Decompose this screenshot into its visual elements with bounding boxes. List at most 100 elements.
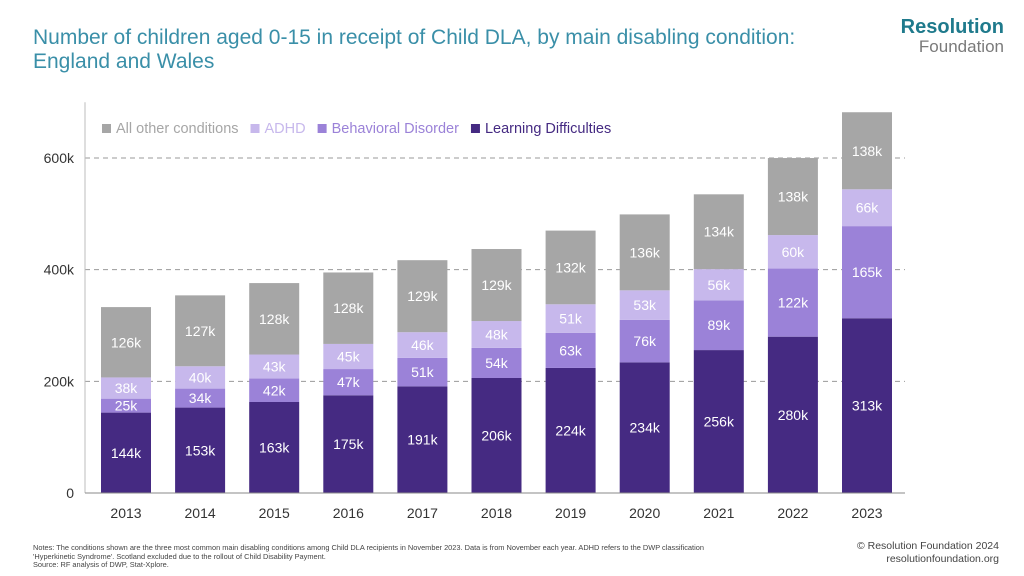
bar-segment-all-other-conditions-2018 [471,249,522,322]
bar-segment-adhd-2015 [249,354,300,379]
x-tick-label: 2020 [629,505,660,521]
bar-segment-all-other-conditions-2022 [767,158,818,236]
data-label: 56k [708,277,732,293]
data-label: 63k [559,342,583,358]
bar-segment-adhd-2023 [842,189,892,227]
data-label: 134k [704,224,735,240]
data-label: 256k [704,414,735,430]
bar-segment-all-other-conditions-2019 [545,230,596,305]
data-label: 138k [778,189,809,205]
data-label: 206k [481,427,512,443]
bar-segment-adhd-2021 [693,269,744,301]
data-label: 53k [633,297,657,313]
data-label: 127k [185,323,216,339]
data-label: 25k [115,398,139,414]
data-label: 129k [481,277,512,293]
data-label: 66k [856,200,880,216]
data-label: 163k [259,439,290,455]
data-label: 153k [185,442,216,458]
bar-segment-learning-difficulties-2016 [323,395,374,493]
data-label: 46k [411,337,435,353]
bar-segment-learning-difficulties-2021 [693,350,744,493]
bar-segment-behavioral-disorder-2023 [842,226,892,319]
legend-label: ADHD [265,121,306,137]
legend-label: Learning Difficulties [485,121,611,137]
data-label: 191k [407,432,438,448]
bar-segment-behavioral-disorder-2016 [323,369,374,396]
copyright-line-2: resolutionfoundation.org [886,553,999,565]
x-tick-label: 2023 [851,505,882,521]
x-tick-label: 2013 [110,505,141,521]
x-tick-label: 2019 [555,505,586,521]
data-label: 122k [778,295,809,311]
x-tick-label: 2022 [777,505,808,521]
legend-swatch [470,124,480,133]
bar-segment-learning-difficulties-2018 [471,377,522,493]
legend-label: Behavioral Disorder [332,121,460,137]
notes-line-3: Source: RF analysis of DWP, Stat-Xplore. [33,560,169,570]
logo-line-1: Resolution [900,16,1004,38]
bar-segment-all-other-conditions-2021 [693,194,744,270]
notes-line-2: 'Hyperkinetic Syndrome'. Scotland exclud… [33,551,326,561]
bar-segment-adhd-2016 [323,343,374,370]
copyright-block: © Resolution Foundation 2024 resolutionf… [857,540,999,566]
data-label: 45k [337,348,361,364]
data-label: 60k [782,244,806,260]
data-label: 51k [411,364,435,380]
notes-line-1: Notes: The conditions shown are the thre… [33,543,704,552]
bar-segment-all-other-conditions-2015 [249,283,300,355]
bar-segment-all-other-conditions-2014 [175,295,226,367]
legend-swatch [250,124,260,133]
bar-segment-behavioral-disorder-2017 [397,357,448,387]
data-label: 40k [189,369,213,385]
data-label: 34k [189,390,213,406]
data-label: 128k [333,300,364,316]
bar-segment-all-other-conditions-2016 [323,272,374,344]
data-label: 234k [630,420,661,436]
data-label: 38k [115,380,139,396]
x-tick-label: 2014 [185,505,216,521]
data-label: 51k [559,311,583,327]
bar-segment-adhd-2014 [175,366,226,389]
data-label: 138k [852,143,883,159]
data-label: 128k [259,311,290,327]
bar-segment-adhd-2013 [101,377,151,399]
bar-segment-all-other-conditions-2023 [842,112,892,190]
bar-segment-behavioral-disorder-2021 [693,300,744,351]
bar-segment-learning-difficulties-2020 [619,362,670,493]
data-label: 165k [852,264,883,280]
bar-segment-adhd-2020 [619,290,670,320]
bar-segment-learning-difficulties-2022 [767,336,818,493]
x-tick-label: 2016 [333,505,364,521]
x-tick-label: 2017 [407,505,438,521]
y-tick-label: 600k [44,150,75,166]
x-tick-label: 2018 [481,505,512,521]
chart-title: Number of children aged 0-15 in receipt … [33,26,796,73]
y-tick-label: 0 [66,485,74,501]
bar-segment-behavioral-disorder-2018 [471,347,522,378]
bar-segment-behavioral-disorder-2015 [249,378,300,402]
data-label: 76k [633,333,657,349]
bar-segment-adhd-2017 [397,332,448,358]
bar-segment-learning-difficulties-2014 [175,407,226,493]
data-label: 47k [337,374,361,390]
legend-label: All other conditions [116,121,239,137]
bar-segment-learning-difficulties-2023 [842,318,892,493]
legend-swatch [317,124,327,133]
bar-segment-adhd-2022 [767,235,818,269]
bar-segment-adhd-2018 [471,321,522,348]
data-label: 54k [485,355,509,371]
bar-segment-learning-difficulties-2019 [545,367,596,493]
data-label: 136k [630,244,661,260]
bar-segment-behavioral-disorder-2019 [545,332,596,368]
bar-segment-behavioral-disorder-2020 [619,319,670,363]
data-label: 280k [778,407,809,423]
copyright-line-1: © Resolution Foundation 2024 [856,540,999,552]
x-tick-label: 2021 [703,505,734,521]
bar-segment-learning-difficulties-2017 [397,386,448,493]
resolution-foundation-logo: Resolution Foundation [900,16,1004,56]
y-tick-label: 400k [44,262,75,278]
legend-swatch [102,124,111,133]
bar-segment-all-other-conditions-2020 [619,214,670,291]
